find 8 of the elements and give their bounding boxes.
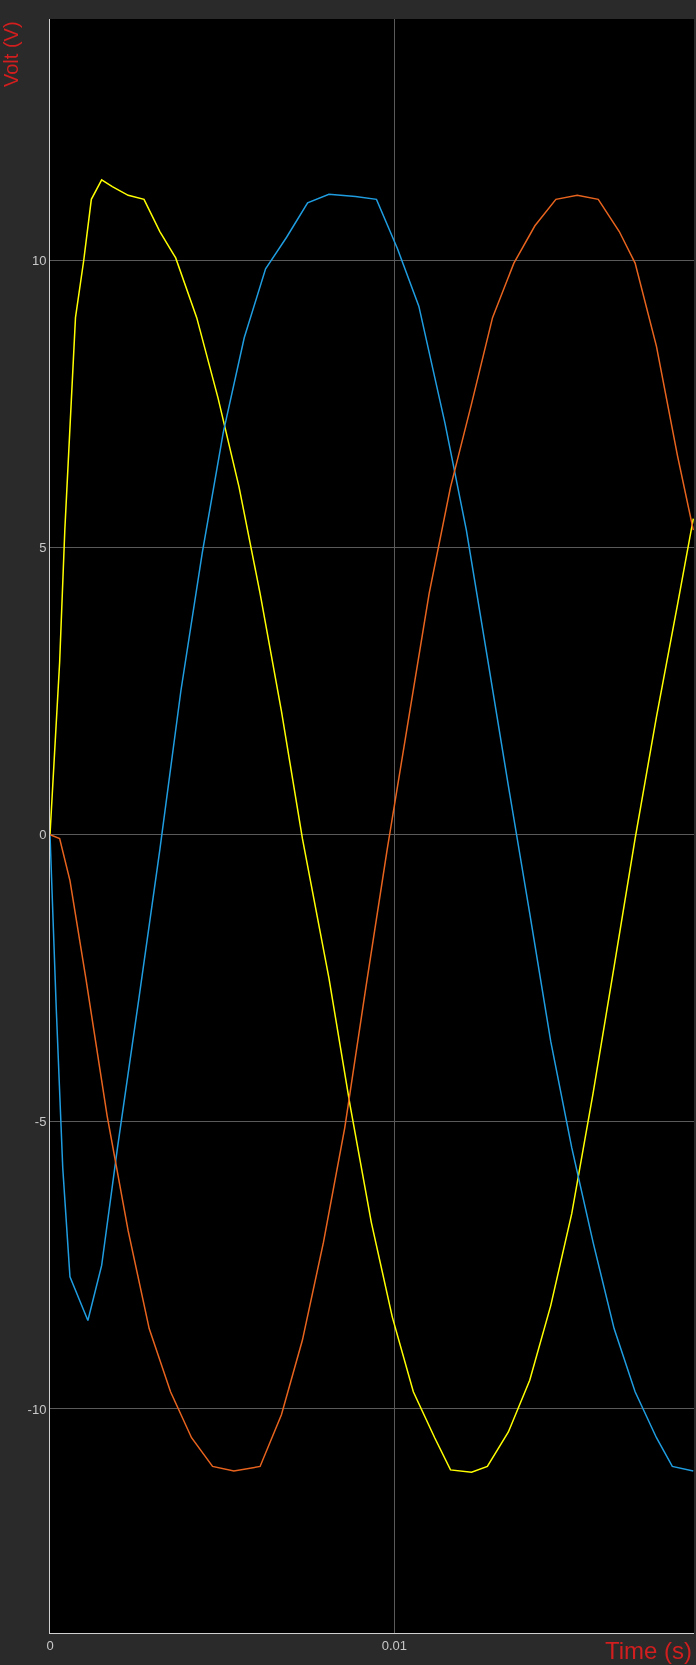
x-axis-title: Time (s)	[605, 1637, 693, 1664]
y-axis-title: Volt (V)	[0, 21, 22, 87]
y-tick-label: 0	[39, 827, 47, 843]
y-tick-label: 5	[39, 539, 47, 555]
y-tick-label: -10	[27, 1401, 47, 1417]
y-tick-label: -5	[34, 1114, 47, 1130]
y-tick-label: 10	[31, 252, 47, 268]
x-tick-label: 0.01	[381, 1637, 408, 1653]
